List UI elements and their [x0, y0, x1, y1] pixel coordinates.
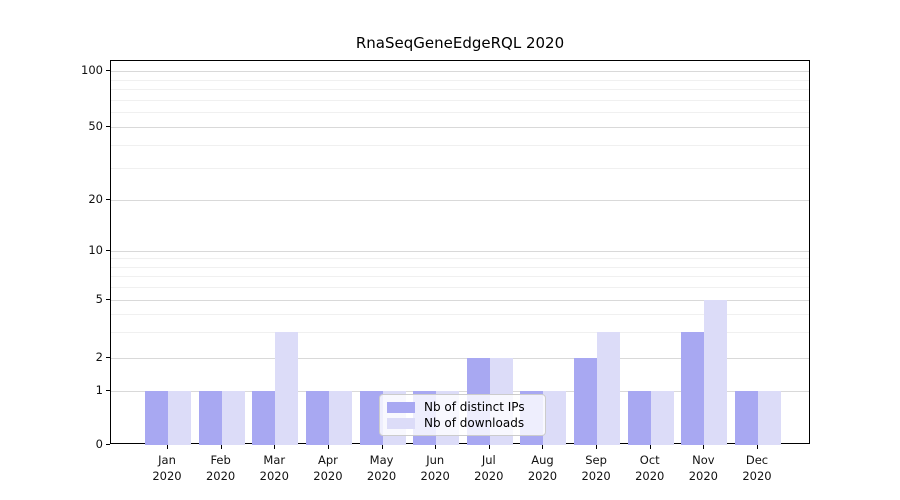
x-tick-mark	[274, 445, 276, 449]
x-tick-mark	[757, 445, 758, 449]
y-tick-label: 100	[81, 63, 103, 77]
x-tick-label: Feb 2020	[205, 453, 236, 483]
y-tick-label: 10	[88, 243, 103, 257]
bar-downloads-nov-2020	[704, 299, 728, 445]
x-tick-label: Oct 2020	[635, 453, 665, 483]
bar-distinct-ips-sep-2020	[574, 358, 598, 445]
bar-downloads-mar-2020	[275, 332, 299, 445]
x-tick-mark	[435, 445, 437, 449]
y-tick-mark	[106, 250, 110, 251]
y-tick-label: 50	[88, 119, 103, 133]
x-tick-mark	[167, 445, 168, 449]
y-tick-mark	[106, 390, 110, 391]
gridline-minor	[111, 275, 809, 277]
y-tick-mark	[106, 357, 110, 358]
y-tick-mark	[106, 199, 110, 200]
x-tick-label: Jan 2020	[152, 453, 182, 483]
x-tick-mark	[488, 445, 490, 449]
gridline-minor	[111, 79, 809, 81]
x-tick-mark	[596, 445, 598, 449]
gridline-major	[111, 200, 809, 201]
y-tick-mark	[106, 126, 110, 127]
gridline-minor	[111, 266, 809, 268]
bar-distinct-ips-oct-2020	[627, 391, 651, 445]
legend-swatch-distinct-ips	[387, 401, 415, 413]
plot-area	[110, 60, 810, 445]
bar-downloads-sep-2020	[597, 332, 621, 445]
legend-swatch-downloads	[387, 417, 415, 429]
x-tick-label: Jun 2020	[420, 453, 450, 483]
bar-distinct-ips-dec-2020	[735, 391, 758, 445]
x-tick-label: Dec 2020	[742, 453, 772, 483]
x-tick-mark	[327, 445, 329, 449]
legend-item-downloads: Nb of downloads	[387, 416, 537, 430]
bar-downloads-oct-2020	[650, 391, 674, 445]
bar-distinct-ips-apr-2020	[305, 391, 329, 445]
y-tick-label: 0	[95, 437, 103, 451]
gridline-minor	[111, 313, 809, 315]
gridline-minor	[111, 144, 809, 146]
x-tick-label: Mar 2020	[259, 453, 289, 483]
gridline-major	[111, 299, 809, 301]
gridline-major	[111, 358, 809, 359]
gridline-minor	[111, 332, 809, 334]
x-tick-mark	[381, 445, 383, 449]
bar-distinct-ips-may-2020	[359, 391, 383, 445]
legend-label: Nb of distinct IPs	[424, 400, 525, 414]
bar-downloads-apr-2020	[328, 391, 352, 445]
gridline-major	[111, 251, 809, 252]
y-tick-label: 1	[95, 383, 103, 397]
bar-distinct-ips-nov-2020	[681, 332, 705, 445]
gridline-minor	[111, 286, 809, 288]
y-tick-mark	[106, 444, 110, 445]
y-tick-mark	[106, 70, 110, 71]
y-tick-label: 5	[95, 291, 103, 306]
x-tick-mark	[703, 445, 705, 449]
bar-downloads-jan-2020	[168, 391, 191, 445]
gridline-minor	[111, 89, 809, 91]
bar-downloads-dec-2020	[758, 391, 781, 445]
x-tick-label: Aug 2020	[527, 453, 558, 483]
x-tick-mark	[220, 445, 222, 449]
bar-downloads-aug-2020	[543, 391, 567, 445]
gridline-major	[111, 391, 809, 392]
x-tick-mark	[649, 445, 651, 449]
x-tick-label: Nov 2020	[688, 453, 718, 483]
bar-distinct-ips-feb-2020	[198, 391, 222, 445]
legend-label: Nb of downloads	[424, 416, 525, 430]
bar-distinct-ips-mar-2020	[252, 391, 276, 445]
gridline-major	[111, 127, 809, 128]
bar-downloads-feb-2020	[221, 391, 245, 445]
x-tick-label: Sep 2020	[581, 453, 611, 483]
y-tick-mark	[106, 298, 110, 300]
legend-item-distinct-ips: Nb of distinct IPs	[387, 400, 537, 414]
gridline-minor	[111, 258, 809, 260]
x-tick-label: May 2020	[366, 453, 397, 483]
legend: Nb of distinct IPs Nb of downloads	[379, 394, 546, 436]
x-tick-label: Apr 2020	[313, 453, 343, 483]
gridline-minor	[111, 99, 809, 101]
gridline-major	[111, 71, 809, 72]
bar-distinct-ips-jan-2020	[145, 391, 168, 445]
y-tick-label: 20	[88, 192, 103, 206]
gridline-minor	[111, 167, 809, 169]
x-tick-label: Jul 2020	[474, 453, 504, 483]
x-tick-mark	[542, 445, 544, 449]
gridline-minor	[111, 112, 809, 114]
y-tick-label: 2	[95, 350, 103, 364]
chart-title: RnaSeqGeneEdgeRQL 2020	[355, 34, 565, 52]
